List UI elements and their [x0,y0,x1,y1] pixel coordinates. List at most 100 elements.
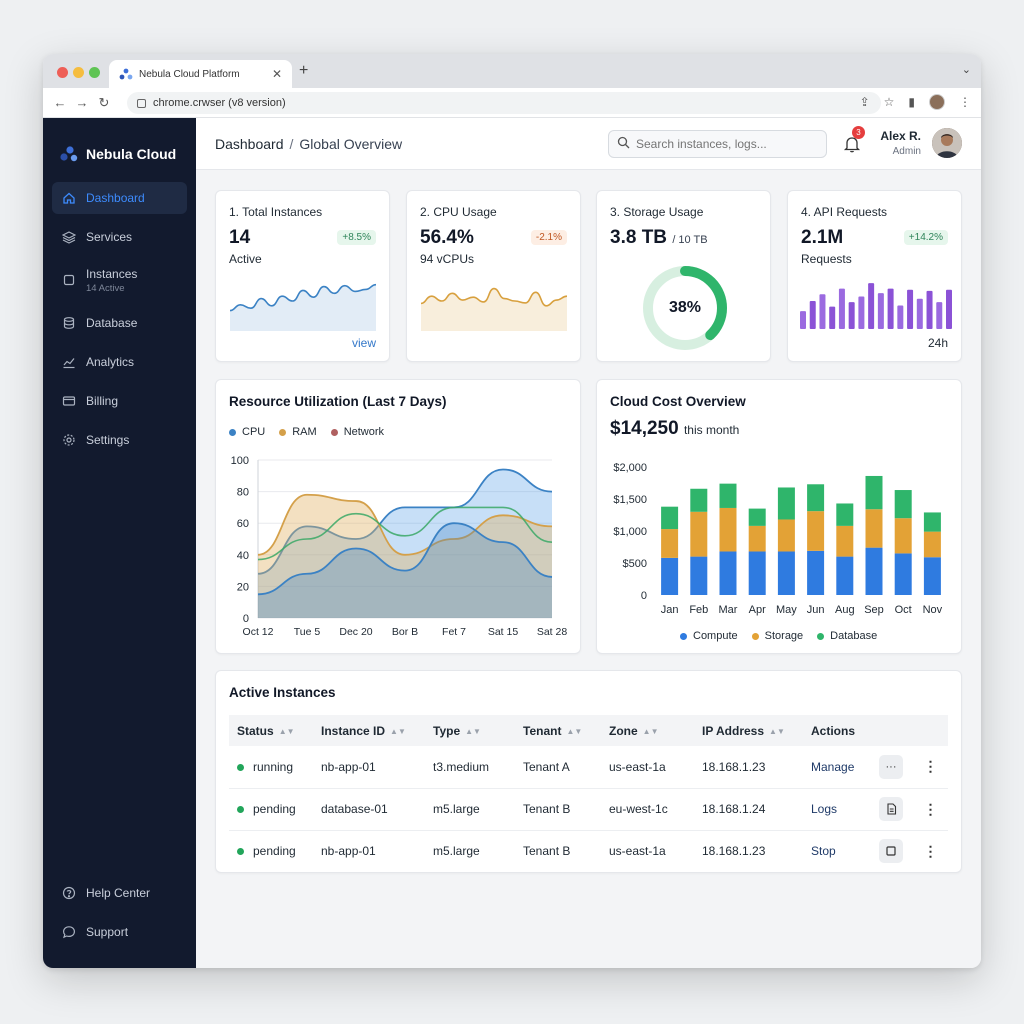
y-tick-label: 80 [237,487,249,499]
row-menu-icon[interactable]: ⋮ [923,842,938,859]
x-tick-label: Feb [689,604,708,616]
ring-fill [643,266,727,350]
breadcrumb-root[interactable]: Dashboard [215,136,284,152]
column-header-tenant[interactable]: Tenant ▲▼ [523,715,609,746]
sidebar-item-label: Settings [86,433,130,447]
table-row[interactable]: running nb-app-01 t3.medium Tenant A us-… [229,746,948,789]
column-header-ip-address[interactable]: IP Address ▲▼ [702,715,811,746]
sidebar-item-help-center[interactable]: Help Center [52,877,187,909]
browser-menu-icon[interactable]: ⋮ [959,95,971,109]
legend-item-ram[interactable]: RAM [279,426,317,438]
storage-bar [690,511,708,557]
x-tick-label: Bor B [392,626,418,638]
database-bar [807,484,825,512]
maximize-window-icon[interactable] [89,67,100,78]
bookmark-star-icon[interactable]: ☆ [883,95,895,109]
sort-icon: ▲▼ [642,726,659,736]
share-icon[interactable]: ⇪ [859,95,870,109]
gear-icon [61,432,77,448]
legend-item-database[interactable]: Database [817,630,877,642]
chart-legend: Compute Storage Database [680,630,877,642]
sidebar-item-database[interactable]: Database [52,307,187,339]
blend-line [257,506,553,561]
search-box[interactable] [608,130,827,158]
kpi-card-total-instances: 1. Total Instances 14 Active +8.5% view [215,190,390,362]
notification-badge: 3 [852,126,865,139]
site-info-icon[interactable] [137,98,146,108]
storage-bar [836,525,854,557]
y-tick-label: $2,000 [613,462,647,474]
cpu-area-line [257,522,553,596]
manage-link[interactable]: Manage [811,759,855,774]
x-tick-label: May [776,604,797,616]
compute-bar [661,557,679,595]
x-tick-label: Tue 5 [294,626,321,638]
row-menu-icon[interactable]: ⋮ [923,800,938,817]
minimize-window-icon[interactable] [73,67,84,78]
database-bar [777,487,795,520]
user-info[interactable]: Alex R. Admin [880,129,921,157]
legend-item-network[interactable]: Network [330,426,384,438]
api-bar [819,294,826,329]
x-tick-label: Fet 7 [442,626,466,638]
home-icon [61,190,77,206]
address-bar: ← → ↻ chrome.crwser (v8 version) ⇪ ☆ ▮ ⋮ [43,88,981,118]
stop-link[interactable]: Stop [811,844,836,859]
kpi-delta-badge: -2.1% [530,230,567,245]
sidebar-item-billing[interactable]: Billing [52,385,187,417]
sidebar-item-settings[interactable]: Settings [52,424,187,456]
document-button[interactable] [879,797,903,821]
chart-line-icon [61,354,77,370]
brand[interactable]: Nebula Cloud [43,118,196,172]
database-bar [836,503,854,526]
cloud-cost-chart: 0 $500 $1,000 $1,500 $2,000 Jan Feb Mar Apr May Ju… [613,462,942,616]
sidebar-item-instances[interactable]: Instances 14 Active [52,260,187,300]
sidebar-item-analytics[interactable]: Analytics [52,346,187,378]
breadcrumb-separator: / [289,136,294,152]
url-field[interactable]: chrome.crwser (v8 version) [127,92,881,114]
kpi-value: 14 [229,227,251,248]
tab-bar: Nebula Cloud Platform ✕ + ⌄ [43,54,981,88]
new-tab-icon[interactable]: + [299,62,309,79]
tenant-cell: Tenant B [523,788,609,831]
column-header-type[interactable]: Type ▲▼ [433,715,523,746]
sidebar-item-services[interactable]: Services [52,221,187,253]
sidebar-item-dashboard[interactable]: Dashboard [52,182,187,214]
api-bar [887,288,894,329]
storage-ring-label: 38% [668,299,702,316]
active-instances-card: Active Instances Status ▲▼ Instance ID ▲▼ … [215,670,962,873]
profile-avatar-icon[interactable] [929,94,945,110]
sidebar: Nebula Cloud Dashboard Services Instance… [43,118,196,968]
avatar[interactable] [932,128,962,158]
compute-bar [865,547,883,595]
tenant-cell: Tenant B [523,844,571,859]
legend-item-storage[interactable]: Storage [751,630,803,642]
sidebar-item-sublabel: 14 Active [86,282,125,294]
forward-icon[interactable]: → [75,95,89,110]
database-icon [61,315,77,331]
column-header-status[interactable]: Status ▲▼ [229,715,321,746]
chevron-down-icon[interactable]: ⌄ [961,64,971,76]
legend-item-compute[interactable]: Compute [680,630,738,642]
legend-item-cpu[interactable]: CPU [229,426,265,438]
bell-icon[interactable] [842,134,862,154]
more-options-button[interactable]: ··· [879,754,903,779]
column-header-zone[interactable]: Zone ▲▼ [609,715,702,746]
logs-link[interactable]: Logs [811,802,838,816]
close-window-icon[interactable] [57,67,68,78]
back-icon[interactable]: ← [53,95,67,110]
browser-tab[interactable]: Nebula Cloud Platform ✕ [109,60,292,88]
search-input[interactable] [636,137,806,151]
sidepanel-icon[interactable]: ▮ [908,95,915,109]
table-row[interactable]: pending database-01 m5.large Tenant B eu… [229,788,948,831]
row-menu-icon[interactable]: ⋮ [923,758,938,775]
view-link[interactable]: view [351,336,376,350]
reload-icon[interactable]: ↻ [98,94,110,110]
column-header-instance-id[interactable]: Instance ID ▲▼ [321,715,433,746]
y-tick-label: 0 [243,613,249,625]
stop-button[interactable] [879,839,903,864]
close-tab-icon[interactable]: ✕ [271,67,282,81]
x-tick-label: Jun [807,604,825,616]
table-row[interactable]: pending nb-app-01 m5.large Tenant B us-e… [229,830,948,872]
sidebar-item-support[interactable]: Support [52,916,187,948]
